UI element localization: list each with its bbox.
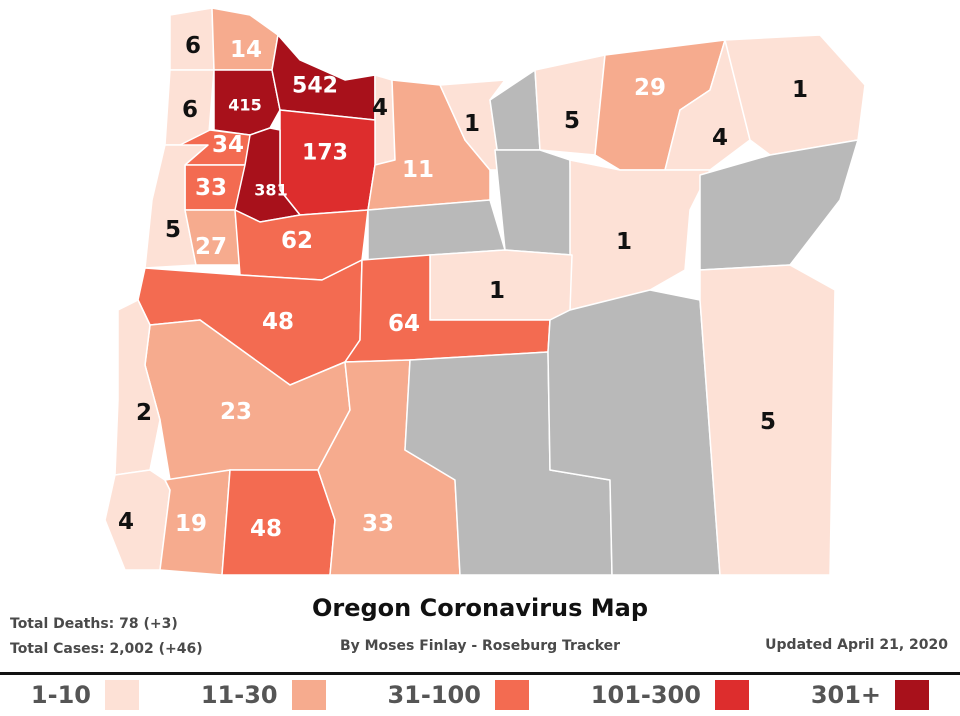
county-label-josephine: 19 [175, 511, 207, 537]
county-label-hood-river: 4 [372, 95, 388, 121]
legend-swatch [494, 680, 529, 710]
county-label-coos: 2 [136, 400, 152, 426]
total-cases: Total Cases: 2,002 (+46) [10, 641, 203, 657]
county-wheeler [494, 149, 573, 256]
county-label-morrow: 5 [564, 108, 580, 134]
county-coos [114, 299, 161, 476]
county-label-benton: 27 [195, 234, 227, 260]
byline: By Moses Finlay - Roseburg Tracker [339, 638, 621, 654]
county-label-multnomah: 542 [292, 74, 338, 99]
divider [0, 672, 960, 675]
legend: 1-10 11-30 31-100 101-300 301+ [0, 679, 960, 711]
legend-item: 301+ [810, 680, 930, 710]
county-label-washington: 415 [228, 96, 261, 115]
legend-label: 101-300 [590, 681, 701, 709]
county-label-tillamook: 6 [182, 97, 198, 123]
county-label-union: 4 [712, 125, 728, 151]
county-label-lincoln: 5 [165, 217, 181, 243]
legend-item: 11-30 [201, 680, 326, 710]
county-grant [569, 159, 711, 311]
county-label-polk: 33 [195, 175, 227, 201]
county-label-lane: 48 [262, 309, 294, 335]
county-label-sherman: 1 [464, 111, 480, 137]
legend-label: 11-30 [200, 681, 278, 709]
legend-item: 31-100 [387, 680, 529, 710]
county-label-yamhill: 34 [212, 132, 244, 158]
county-curry [104, 469, 171, 571]
county-label-malheur: 5 [760, 409, 776, 435]
county-label-marion: 381 [254, 181, 287, 200]
legend-label: 31-100 [387, 681, 481, 709]
county-label-umatilla: 29 [634, 75, 666, 101]
county-label-curry: 4 [118, 509, 134, 535]
legend-item: 101-300 [591, 680, 749, 710]
legend-label: 1-10 [30, 681, 91, 709]
legend-swatch [291, 680, 326, 710]
legend-swatch [104, 680, 139, 710]
county-label-clatsop: 6 [185, 33, 201, 59]
total-deaths: Total Deaths: 78 (+3) [10, 616, 178, 632]
county-label-grant: 1 [616, 229, 632, 255]
map-title: Oregon Coronavirus Map [311, 594, 649, 622]
county-label-douglas: 23 [220, 399, 252, 425]
county-label-crook: 1 [489, 278, 505, 304]
county-label-linn: 62 [281, 228, 313, 254]
county-label-klamath: 33 [362, 511, 394, 537]
legend-swatch [895, 680, 930, 710]
county-morrow [534, 54, 606, 156]
county-malheur [699, 264, 836, 576]
county-label-wallowa: 1 [792, 77, 808, 103]
county-label-jackson: 48 [250, 516, 282, 542]
updated-date: Updated April 21, 2020 [765, 637, 948, 653]
county-label-columbia: 14 [230, 37, 262, 63]
county-shapes [104, 7, 866, 576]
legend-swatch [714, 680, 749, 710]
county-josephine [159, 469, 231, 576]
legend-label: 301+ [810, 681, 882, 709]
county-label-deschutes: 64 [388, 311, 420, 337]
legend-item: 1-10 [31, 680, 139, 710]
county-label-wasco: 11 [402, 157, 434, 183]
county-label-clackamas: 173 [302, 141, 348, 166]
